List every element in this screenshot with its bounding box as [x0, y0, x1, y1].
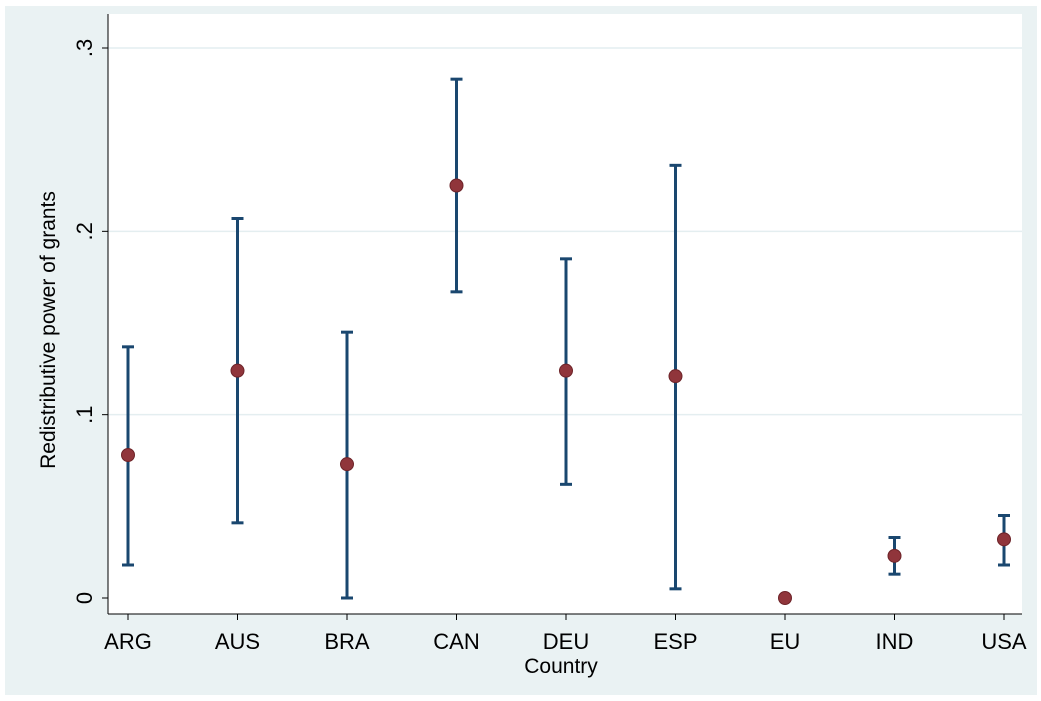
point-arg — [121, 448, 135, 462]
x-tick-label-esp: ESP — [653, 629, 697, 654]
y-tick-label: .1 — [72, 405, 97, 423]
chart-svg: 0 .1 .2 .3 ARG AUS BRA CAN DEU ESP EU IND USA Redis… — [37, 14, 1027, 678]
x-tick-labels: ARG AUS BRA CAN DEU ESP EU IND USA — [104, 629, 1027, 654]
axes — [102, 14, 1022, 620]
point-ind — [887, 548, 902, 563]
x-tick-label-usa: USA — [981, 629, 1027, 654]
y-tick-label: 0 — [72, 592, 97, 604]
point-can — [449, 178, 464, 193]
point-esp — [668, 369, 683, 384]
y-tick-labels: 0 .1 .2 .3 — [72, 39, 97, 604]
x-tick-label-ind: IND — [876, 629, 914, 654]
x-axis-title: Country — [524, 655, 598, 678]
x-tick-label-aus: AUS — [215, 629, 260, 654]
y-axis-title: Redistributive power of grants — [37, 191, 60, 469]
point-usa — [997, 532, 1011, 547]
x-tick-label-arg: ARG — [104, 629, 152, 654]
x-tick-label-deu: DEU — [543, 629, 589, 654]
point-markers — [121, 178, 1011, 605]
point-bra — [340, 457, 354, 472]
x-tick-label-bra: BRA — [324, 629, 370, 654]
point-aus — [230, 363, 245, 378]
y-tick-label: .2 — [72, 222, 97, 240]
x-tick-label-eu: EU — [770, 629, 801, 654]
chart-frame: 0 .1 .2 .3 ARG AUS BRA CAN DEU ESP EU IND USA Redis… — [5, 6, 1037, 695]
x-tick-label-can: CAN — [433, 629, 479, 654]
point-deu — [559, 363, 573, 378]
point-eu — [778, 591, 792, 605]
y-tick-label: .3 — [72, 39, 97, 57]
